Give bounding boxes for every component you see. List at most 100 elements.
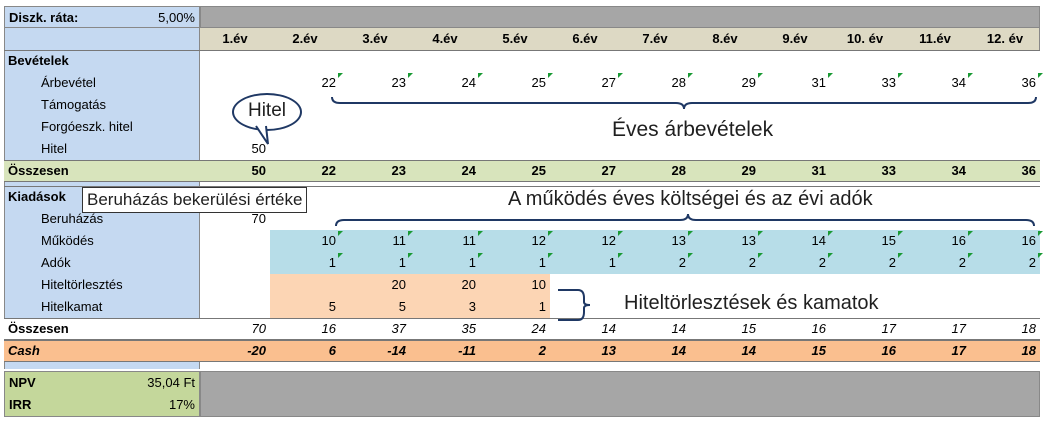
value-cell[interactable]: 28 xyxy=(671,75,686,90)
total-value[interactable]: 35 xyxy=(461,321,476,336)
total-value[interactable]: 15 xyxy=(811,343,826,358)
value-cell[interactable]: 5 xyxy=(398,299,406,314)
total-value[interactable]: 16 xyxy=(321,321,336,336)
year-header[interactable]: 9.év xyxy=(782,31,808,46)
value-cell[interactable]: 3 xyxy=(468,299,476,314)
value-cell[interactable]: 70 xyxy=(251,211,266,226)
value-cell[interactable]: 1 xyxy=(608,255,616,270)
total-value[interactable]: 70 xyxy=(251,321,266,336)
value-cell[interactable]: 10 xyxy=(321,233,336,248)
value-cell[interactable]: 1 xyxy=(538,299,546,314)
total-value[interactable]: 16 xyxy=(811,321,826,336)
value-cell[interactable]: 16 xyxy=(1021,233,1036,248)
total-value[interactable]: 15 xyxy=(741,321,756,336)
year-header[interactable]: 1.év xyxy=(222,31,248,46)
total-value[interactable]: 31 xyxy=(811,163,826,178)
total-value[interactable]: 25 xyxy=(531,163,546,178)
total-value[interactable]: 33 xyxy=(881,163,896,178)
value-cell[interactable]: 23 xyxy=(391,75,406,90)
value-cell[interactable]: 22 xyxy=(321,75,336,90)
comment-marker xyxy=(688,73,693,78)
value-cell[interactable]: 10 xyxy=(531,277,546,292)
value-cell[interactable]: 1 xyxy=(328,255,336,270)
value-cell[interactable]: 11 xyxy=(392,233,407,248)
value-cell[interactable]: 12 xyxy=(601,233,616,248)
comment-marker xyxy=(758,253,763,258)
total-value[interactable]: 17 xyxy=(881,321,896,336)
year-header[interactable]: 11.év xyxy=(919,31,951,46)
value-cell[interactable]: 20 xyxy=(461,277,476,292)
value-cell[interactable]: 13 xyxy=(671,233,686,248)
total-value[interactable]: 37 xyxy=(391,321,406,336)
total-value[interactable]: 24 xyxy=(531,321,546,336)
value-cell[interactable]: 2 xyxy=(748,255,756,270)
total-value[interactable]: 14 xyxy=(671,343,686,358)
value-cell[interactable]: 2 xyxy=(958,255,966,270)
value-cell[interactable]: 15 xyxy=(881,233,896,248)
value-cell[interactable]: 24 xyxy=(461,75,476,90)
value-cell[interactable]: 2 xyxy=(1028,255,1036,270)
year-header[interactable]: 4.év xyxy=(432,31,458,46)
irr-value[interactable]: 17% xyxy=(168,397,195,412)
total-value[interactable]: 14 xyxy=(601,321,616,336)
year-header[interactable]: 5.év xyxy=(502,31,528,46)
year-header[interactable]: 3.év xyxy=(362,31,388,46)
value-cell[interactable]: 31 xyxy=(811,75,826,90)
total-value[interactable]: 17 xyxy=(951,321,966,336)
value-cell[interactable]: 1 xyxy=(538,255,546,270)
value-cell[interactable]: 11 xyxy=(462,233,477,248)
year-header[interactable]: 2.év xyxy=(292,31,318,46)
value-cell[interactable]: 50 xyxy=(251,141,266,156)
year-header[interactable]: 8.év xyxy=(712,31,738,46)
hitel-callout-text: Hitel xyxy=(247,100,286,121)
value-cell[interactable]: 16 xyxy=(951,233,966,248)
total-value[interactable]: 2 xyxy=(538,343,546,358)
npv-value[interactable]: 35,04 Ft xyxy=(147,375,195,390)
year-header[interactable]: 7.év xyxy=(642,31,668,46)
year-header[interactable]: 6.év xyxy=(572,31,598,46)
total-value[interactable]: 17 xyxy=(951,343,966,358)
total-value[interactable]: 28 xyxy=(671,163,686,178)
comment-marker xyxy=(758,231,763,236)
value-cell[interactable]: 2 xyxy=(888,255,896,270)
value-cell[interactable]: 29 xyxy=(741,75,756,90)
value-cell[interactable]: 34 xyxy=(951,75,966,90)
total-value[interactable]: 23 xyxy=(391,163,406,178)
total-value[interactable]: 18 xyxy=(1021,343,1036,358)
total-value[interactable]: 29 xyxy=(741,163,756,178)
row-separator xyxy=(4,186,1040,187)
value-cell[interactable]: 14 xyxy=(811,233,826,248)
total-value[interactable]: -14 xyxy=(387,343,406,358)
value-cell[interactable]: 2 xyxy=(818,255,826,270)
total-value[interactable]: 6 xyxy=(328,343,336,358)
total-value[interactable]: 24 xyxy=(461,163,476,178)
value-cell[interactable]: 12 xyxy=(531,233,546,248)
total-value[interactable]: 27 xyxy=(601,163,616,178)
year-header[interactable]: 10. év xyxy=(846,31,884,46)
comment-marker xyxy=(618,253,623,258)
value-cell[interactable]: 1 xyxy=(468,255,476,270)
total-value[interactable]: 50 xyxy=(251,163,266,178)
value-cell[interactable]: 33 xyxy=(881,75,896,90)
total-value[interactable]: 13 xyxy=(601,343,616,358)
value-cell[interactable]: 20 xyxy=(391,277,406,292)
discount-value[interactable]: 5,00% xyxy=(158,10,195,25)
total-value[interactable]: 14 xyxy=(671,321,686,336)
total-value[interactable]: -20 xyxy=(247,343,266,358)
total-value[interactable]: 22 xyxy=(321,163,336,178)
total-value[interactable]: 14 xyxy=(741,343,756,358)
total-value[interactable]: 36 xyxy=(1021,163,1036,178)
year-header[interactable]: 12. év xyxy=(986,31,1024,46)
total-value[interactable]: 18 xyxy=(1021,321,1036,336)
value-cell[interactable]: 1 xyxy=(398,255,406,270)
value-cell[interactable]: 27 xyxy=(601,75,616,90)
value-cell[interactable]: 5 xyxy=(328,299,336,314)
total-value[interactable]: -11 xyxy=(458,343,476,358)
value-cell[interactable]: 13 xyxy=(741,233,756,248)
row-label: Forgóeszk. hitel xyxy=(41,119,133,134)
value-cell[interactable]: 25 xyxy=(531,75,546,90)
total-value[interactable]: 34 xyxy=(951,163,966,178)
value-cell[interactable]: 2 xyxy=(678,255,686,270)
total-value[interactable]: 16 xyxy=(881,343,896,358)
value-cell[interactable]: 36 xyxy=(1021,75,1036,90)
